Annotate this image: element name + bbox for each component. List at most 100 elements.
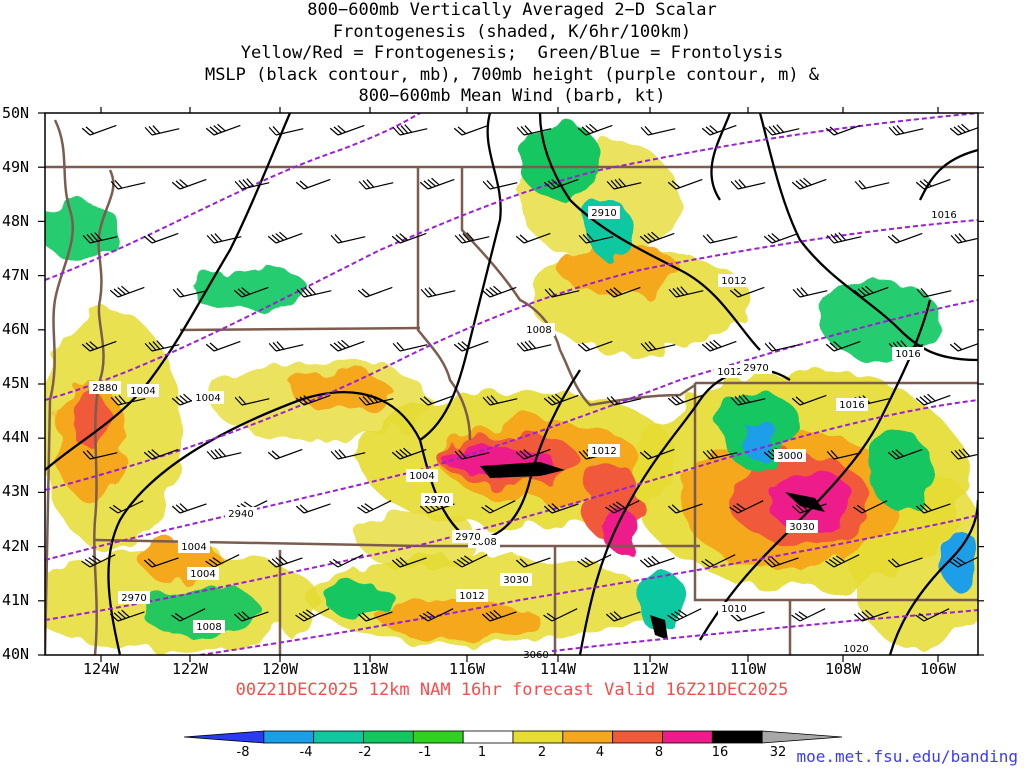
wind-barb [109,500,144,514]
wind-barb [915,178,951,190]
wind-barb [454,232,490,244]
wind-barb [357,500,392,514]
wind-barb [391,447,427,460]
title-line-5: 800−600mb Mean Wind (barb, kt) [358,86,666,106]
wind-barb [481,500,516,514]
coastline [45,119,75,655]
wind-barb [81,340,117,352]
wind-barb [205,554,240,568]
colorbar-label: 16 [711,745,729,760]
wind-barb [543,608,578,622]
lat-label: 40N [2,645,30,663]
height-label: 2940 [228,509,253,520]
mslp-label: 1012 [721,276,746,287]
wind-barb [764,124,800,136]
wind-barb [453,124,489,136]
wind-barb [544,288,580,298]
wind-barb [667,503,703,514]
wind-barb [640,341,676,352]
colorbar-label: 4 [595,745,605,760]
mslp-label: 1012 [591,446,616,457]
wind-barb [577,340,613,352]
wind-barb [949,340,978,352]
wind-barb [81,554,116,568]
wind-barb [701,124,737,136]
wind-barb [233,611,269,622]
wind-barb [826,232,862,244]
wind-barb [419,394,455,406]
wind-barb [639,231,675,244]
colorbar [183,730,843,744]
mslp-label: 1012 [459,591,484,602]
wind-barb [853,609,889,622]
wind-barb [515,232,551,244]
wind-barb [267,555,303,568]
wind-barb [330,449,366,460]
lon-label: 106W [919,660,957,678]
wind-barb [729,286,765,298]
colorbar-swatch [711,730,763,744]
title-line-4: MSLP (black contour, mb), 700mb height (… [204,64,820,85]
mslp-label: 1012 [717,367,742,378]
wind-barb [482,395,518,406]
wind-barb [420,287,456,298]
wind-barb [268,341,304,352]
wind-barb [543,393,579,406]
mslp-label: 1020 [843,644,868,655]
wind-barb [234,178,270,190]
wind-barb [453,554,488,568]
wind-barb [701,554,736,568]
wind-barb [330,234,366,244]
mslp-label: 1016 [839,400,864,411]
lon-label: 112W [631,660,669,678]
wind-barb [481,285,517,298]
mslp-label: 1016 [931,210,956,221]
wind-barb [853,285,889,298]
wind-barb [763,232,799,244]
extreme-core-utah [650,615,668,640]
wind-barb [702,449,738,460]
wind-barb [481,609,517,622]
mslp-contours [45,113,978,655]
colorbar-label: 1 [477,745,487,760]
wind-barb [357,286,393,298]
wind-barb [515,557,551,568]
wind-barb [329,339,365,352]
lat-label: 48N [2,212,30,230]
wind-barb [915,503,951,514]
wind-barb [206,448,242,460]
colorbar-swatch [612,730,663,744]
wind-barb [543,503,579,514]
wind-barb [295,394,331,406]
wind-barb [109,285,145,298]
wind-barb [578,233,614,244]
wind-barb [391,232,427,244]
wind-barb [888,125,924,136]
wind-barb [234,396,270,406]
height-label: 2910 [591,208,616,219]
wind-barb [205,340,241,352]
wind-barb [606,178,642,190]
height-label: 2970 [121,593,146,604]
lon-label: 122W [171,660,209,678]
wind-barb [110,395,146,406]
wind-barb [950,448,978,460]
wind-barb [791,394,827,406]
wind-barb [453,340,489,352]
wind-barb [577,554,612,568]
lat-label: 43N [2,482,30,500]
wind-barbs [81,123,978,622]
wind-barb [143,557,179,568]
colorbar-label: -1 [418,745,432,760]
height-label: 2970 [455,532,480,543]
wind-barb [730,179,766,190]
credit-link[interactable]: moe.met.fsu.edu/banding [796,747,1018,766]
wind-barb [267,231,303,244]
lon-label: 110W [729,660,767,678]
mslp-label: 1010 [721,604,746,615]
wind-barb [577,123,613,136]
lat-label: 44N [2,428,30,446]
title-line-2: Frontogenesis (shaded, K/6hr/100km) [332,21,692,42]
wind-barb [639,555,675,568]
wind-barb [826,450,862,460]
